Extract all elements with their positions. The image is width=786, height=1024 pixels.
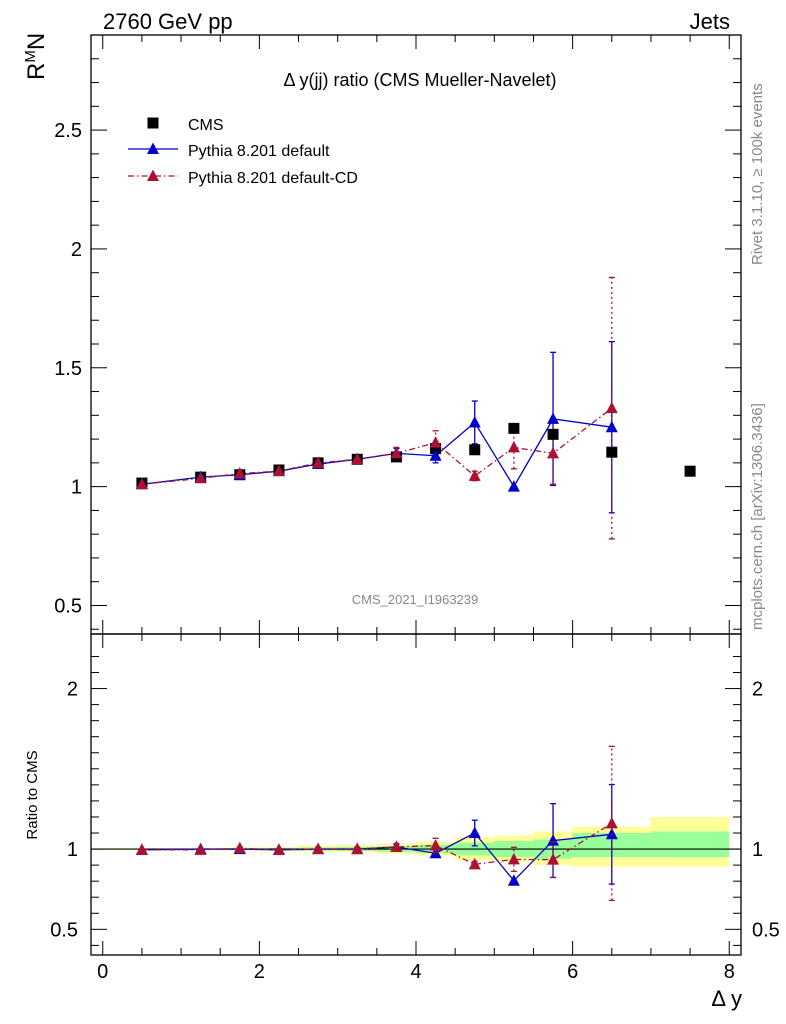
ratio-mc-point-1 [351,842,364,855]
chart-title: Δ y(jj) ratio (CMS Mueller-Navelet) [283,70,556,90]
ratio-mc-point-0 [507,874,520,886]
ratio-mc-point-1 [605,816,618,829]
x-tick-label: 2 [254,961,265,983]
axes [90,34,742,956]
mcplots-label: mcplots.cern.ch [arXiv:1306.3436] [749,403,766,630]
ratio-series-line-1 [141,822,613,865]
text-layer: 2760 GeV pp Jets Δ y(jj) ratio (CMS Muel… [22,9,780,1011]
legend-entry: Pythia 8.201 default-CD [188,170,358,187]
ratio-mc-point-1 [468,857,481,870]
ratio-mc-point-1 [312,842,325,855]
ratio-mc-point-1 [429,839,442,851]
ratio-frame [90,633,742,956]
main-mc-point-1 [429,436,442,448]
main-mc-point-0 [468,415,481,428]
ratio-mc-point-1 [390,840,403,852]
data-layer [135,276,696,902]
main-y-tick-label: 2.5 [54,120,82,142]
rivet-label: Rivet 3.1.10, ≥ 100k events [749,83,766,265]
legend-entry: CMS [188,117,224,134]
main-series-line-1 [141,407,613,485]
legend-marker-cms [147,117,159,129]
ratio-mc-point-1 [547,853,560,865]
band-green [650,831,730,858]
cms-point [508,422,520,434]
x-tick-label: 8 [724,961,735,983]
ratio-y-tick-label: 1 [67,839,78,861]
main-mc-point-0 [547,412,560,424]
ratio-mc-point-1 [194,843,207,855]
main-y-tick-label: 2 [71,239,82,261]
ratio-y-tick-label: 0.5 [50,919,78,941]
main-mc-point-1 [233,467,246,479]
x-axis-label: Δ y [711,986,742,1011]
ratio-y-tick-label-right: 1 [752,839,763,861]
main-mc-point-0 [429,449,442,461]
ratio-mc-point-1 [233,841,246,854]
ratio-mc-point-1 [507,852,520,865]
main-mc-point-1 [390,446,403,459]
x-tick-label: 0 [97,961,108,983]
main-mc-point-1 [135,477,148,490]
main-ylabel: RMN [22,33,50,80]
cms-point [684,465,696,477]
main-mc-point-1 [312,456,325,468]
ratio-mc-point-1 [135,843,148,855]
ratio-mc-point-0 [547,834,560,846]
main-mc-point-1 [547,446,560,459]
ratio-y-tick-label: 2 [67,679,78,701]
main-mc-point-1 [468,469,481,481]
main-mc-point-1 [351,452,364,465]
main-mc-point-0 [605,420,618,433]
main-mc-point-1 [605,401,618,414]
cms-point [469,444,481,456]
main-y-tick-label: 0.5 [54,595,82,617]
ratio-y-tick-label-right: 0.5 [752,919,780,941]
main-mc-point-0 [507,480,520,492]
main-y-tick-label: 1.5 [54,358,82,380]
ratio-ylabel: Ratio to CMS [24,750,41,839]
legend-marker-default [147,142,159,154]
header-right: Jets [690,9,730,34]
legend: CMS Pythia 8.201 default Pythia 8.201 defa… [128,117,358,187]
main-mc-point-1 [507,440,520,453]
legend-entry: Pythia 8.201 default [188,143,330,160]
main-series-line-0 [141,418,612,488]
x-tick-label: 6 [567,961,578,983]
x-tick-label: 4 [410,961,421,983]
main-mc-point-1 [194,471,207,484]
analysis-id: CMS_2021_I1963239 [352,592,479,607]
header-left: 2760 GeV pp [103,9,233,34]
ratio-mc-point-0 [468,826,481,839]
main-y-tick-label: 1 [71,477,82,499]
cms-point [430,443,442,455]
svg-text:RMN: RMN [22,33,50,80]
main-mc-point-1 [272,464,285,477]
ratio-mc-point-1 [272,843,285,855]
ratio-bands [102,816,730,867]
legend-marker-default-cd [147,169,159,181]
ratio-y-tick-label-right: 2 [752,679,763,701]
cms-point [547,428,559,440]
cms-point [606,446,618,458]
